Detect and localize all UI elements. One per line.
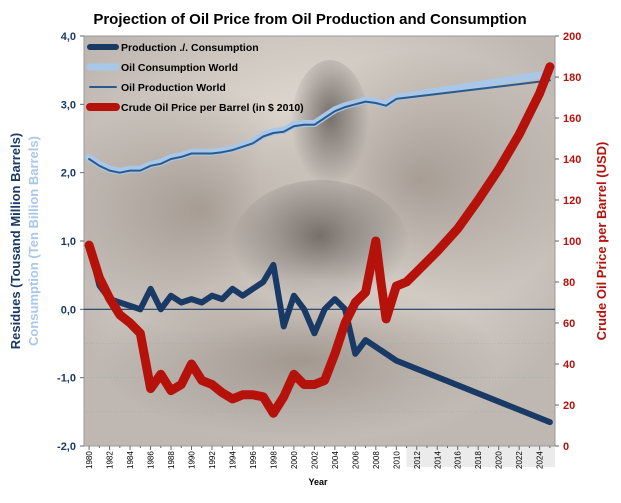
x-tick-label: 2004	[331, 451, 340, 469]
x-tick-label: 2024	[536, 451, 545, 469]
x-tick-label: 1998	[269, 451, 278, 469]
x-tick-label: 2014	[433, 451, 442, 469]
x-tick-label: 1996	[249, 451, 258, 469]
series-oil-consumption	[85, 70, 554, 175]
x-tick-label: 1980	[85, 451, 94, 469]
projection-band	[406, 446, 555, 467]
y-left-tick-label: 0,0	[61, 304, 76, 316]
y-right-tick-label: 200	[563, 31, 581, 43]
x-tick-label: 1990	[188, 451, 197, 469]
y-right-tick-label: 80	[563, 277, 575, 289]
x-axis-label: Year	[308, 477, 328, 487]
series-oil-production	[88, 79, 551, 174]
y-right-tick-label: 40	[563, 359, 575, 371]
y-axis-left-label-consumption: Consumption (Ten Billion Barrels)	[26, 136, 41, 346]
x-tick-label: 2006	[351, 451, 360, 469]
x-tick-label: 2010	[392, 451, 401, 469]
y-right-tick-label: 140	[563, 154, 581, 166]
y-right-tick-label: 0	[563, 441, 569, 453]
series-production-minus-consumption	[86, 241, 553, 426]
y-axis-left-label: Residues (Tousand Million Barrels)	[8, 133, 23, 349]
series-crude-oil-price	[84, 62, 555, 418]
y-axis-right-label: Crude Oil Price per Barrel (USD)	[594, 142, 609, 341]
x-tick-label: 1986	[147, 451, 156, 469]
legend-label: Oil Consumption World	[121, 62, 238, 74]
y-left-tick-label: 4,0	[61, 31, 76, 43]
y-left-tick-label: 1,0	[61, 236, 76, 248]
x-tick-label: 1992	[208, 451, 217, 469]
y-right-tick-label: 60	[563, 318, 575, 330]
legend-label: Production ./. Consumption	[121, 42, 259, 54]
y-right-tick-label: 120	[563, 195, 581, 207]
x-tick-label: 2022	[515, 451, 524, 469]
x-tick-label: 2018	[474, 451, 483, 469]
y-left-tick-label: 2,0	[61, 168, 76, 180]
x-tick-label: 1982	[106, 451, 115, 469]
legend: Production ./. Consumption Oil Consumptio…	[86, 42, 304, 114]
x-tick-label: 1984	[126, 451, 135, 469]
y-right-tick-label: 100	[563, 236, 581, 248]
x-tick-label: 1994	[228, 451, 237, 469]
x-tick-label: 2002	[310, 451, 319, 469]
x-tick-label: 2008	[372, 451, 381, 469]
x-tick-label: 2012	[413, 451, 422, 469]
y-left-tick-label: 3,0	[61, 99, 76, 111]
x-tick-label: 2016	[454, 451, 463, 469]
y-right-tick-label: 20	[563, 400, 575, 412]
y-right-tick-label: 160	[563, 113, 581, 125]
y-left-tick-label: -2,0	[57, 441, 76, 453]
legend-label: Crude Oil Price per Barrel (in $ 2010)	[121, 102, 304, 114]
x-tick-label: 1988	[167, 451, 176, 469]
y-right-tick-label: 180	[563, 72, 581, 84]
chart-title: Projection of Oil Price from Oil Product…	[93, 11, 526, 28]
series-layer	[84, 62, 555, 426]
legend-label: Oil Production World	[121, 82, 226, 94]
x-tick-label: 2000	[290, 451, 299, 469]
y-left-tick-label: -1,0	[57, 373, 76, 385]
x-tick-label: 2020	[495, 451, 504, 469]
